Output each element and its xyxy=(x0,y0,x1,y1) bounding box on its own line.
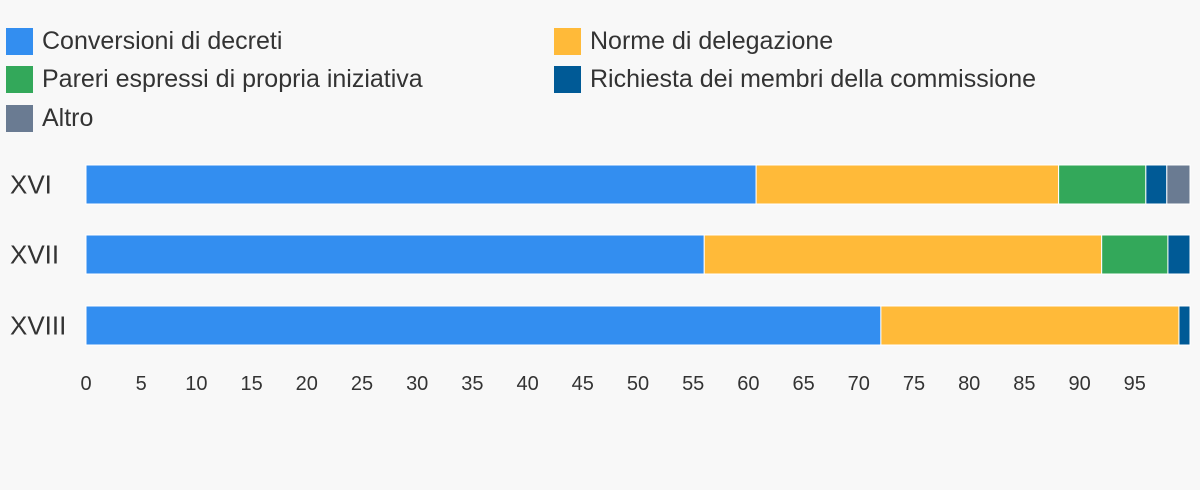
x-tick-label-85: 85 xyxy=(1013,373,1035,395)
x-tick-label-5: 5 xyxy=(136,373,147,395)
bar-segment-xvi-series-0[interactable] xyxy=(85,164,757,205)
legend-label-conversioni: Conversioni di decreti xyxy=(42,27,283,55)
x-tick-label-90: 90 xyxy=(1068,373,1090,395)
category-label-xvii: XVII xyxy=(10,240,59,270)
chart-legend: Conversioni di decreti Norme di delegazi… xyxy=(0,0,1200,140)
x-tick-label-35: 35 xyxy=(461,373,483,395)
legend-swatch-altro xyxy=(6,104,33,132)
x-tick-label-65: 65 xyxy=(792,373,814,395)
x-tick-label-50: 50 xyxy=(627,373,649,395)
bar-segment-xviii-series-0[interactable] xyxy=(85,305,882,346)
x-tick-label-70: 70 xyxy=(848,373,870,395)
legend-swatch-norme xyxy=(554,27,581,55)
x-tick-label-20: 20 xyxy=(296,373,318,395)
x-tick-label-55: 55 xyxy=(682,373,704,395)
x-tick-label-40: 40 xyxy=(516,373,538,395)
x-tick-label-45: 45 xyxy=(572,373,594,395)
legend-item-norme[interactable]: Norme di delegazione xyxy=(554,27,833,55)
x-tick-label-25: 25 xyxy=(351,373,373,395)
legend-swatch-pareri xyxy=(6,65,33,93)
x-tick-label-75: 75 xyxy=(903,373,925,395)
x-tick-label-0: 0 xyxy=(80,373,91,395)
legend-item-pareri[interactable]: Pareri espressi di propria iniziativa xyxy=(6,65,423,93)
legend-swatch-conversioni xyxy=(6,27,33,55)
bar-segment-xvi-series-3[interactable] xyxy=(1145,164,1168,205)
category-label-xviii: XVIII xyxy=(10,311,66,341)
x-tick-label-10: 10 xyxy=(185,373,207,395)
legend-swatch-richiesta xyxy=(554,65,581,93)
bar-segment-xvii-series-0[interactable] xyxy=(85,234,705,275)
x-tick-label-60: 60 xyxy=(737,373,759,395)
category-label-xvi: XVI xyxy=(10,170,52,200)
bar-segment-xvii-series-2[interactable] xyxy=(1101,234,1169,275)
bar-segment-xvii-series-3[interactable] xyxy=(1167,234,1191,275)
x-tick-label-15: 15 xyxy=(240,373,262,395)
bar-segment-xvi-series-4[interactable] xyxy=(1166,164,1191,205)
x-tick-label-30: 30 xyxy=(406,373,428,395)
x-tick-label-95: 95 xyxy=(1124,373,1146,395)
legend-label-altro: Altro xyxy=(42,104,94,132)
bar-segment-xvii-series-1[interactable] xyxy=(703,234,1103,275)
legend-label-norme: Norme di delegazione xyxy=(590,27,834,55)
bar-segment-xvi-series-2[interactable] xyxy=(1058,164,1147,205)
bar-segment-xvi-series-1[interactable] xyxy=(755,164,1060,205)
bar-segment-xviii-series-1[interactable] xyxy=(880,305,1180,346)
legend-item-altro[interactable]: Altro xyxy=(6,104,93,132)
legend-label-pareri: Pareri espressi di propria iniziativa xyxy=(42,65,423,93)
legend-item-richiesta[interactable]: Richiesta dei membri della commissione xyxy=(554,65,1036,93)
bar-segment-xviii-series-3[interactable] xyxy=(1178,305,1191,346)
legend-label-richiesta: Richiesta dei membri della commissione xyxy=(590,65,1036,93)
legend-item-conversioni[interactable]: Conversioni di decreti xyxy=(6,27,282,55)
x-tick-label-80: 80 xyxy=(958,373,980,395)
